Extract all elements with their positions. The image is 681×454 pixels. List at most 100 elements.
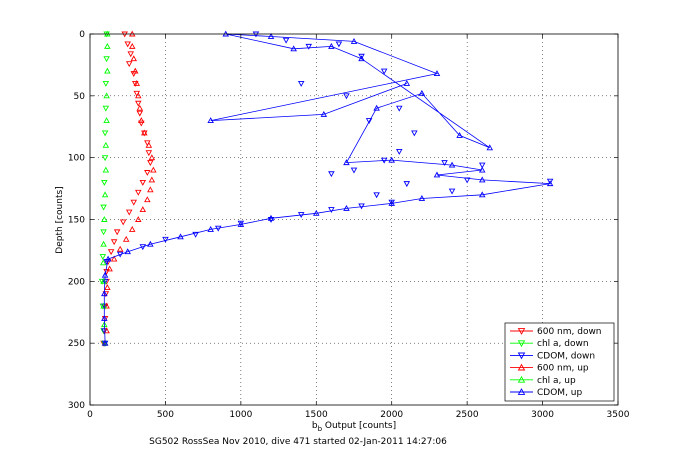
data-point [403, 181, 411, 188]
data-point [104, 42, 111, 49]
data-point [150, 166, 157, 173]
x-axis-label-main: b [312, 421, 318, 431]
data-point [418, 195, 426, 201]
data-point [478, 162, 486, 169]
data-point [102, 166, 110, 173]
data-point [104, 284, 111, 290]
data-point [131, 81, 139, 87]
data-point [138, 117, 145, 124]
x-tick-label: 3000 [531, 410, 554, 420]
data-point [441, 160, 448, 167]
data-point [145, 150, 153, 157]
y-tick-label: 300 [68, 401, 85, 411]
data-point [380, 68, 388, 75]
data-point [546, 178, 554, 185]
data-point [192, 231, 199, 238]
data-point [101, 155, 109, 162]
data-point [100, 302, 107, 309]
data-point [350, 37, 358, 44]
data-point [100, 229, 107, 236]
data-point [320, 110, 328, 117]
data-point [125, 61, 133, 68]
series-4 [100, 30, 111, 346]
data-point [411, 130, 418, 137]
data-point [456, 131, 463, 138]
y-tick-label: 0 [79, 30, 85, 40]
data-point [119, 219, 127, 226]
data-point [486, 144, 494, 151]
x-tick-label: 3500 [607, 410, 630, 420]
legend-label: CDOM, down [537, 351, 595, 361]
data-point [99, 254, 107, 261]
data-point [448, 161, 456, 168]
data-point [130, 199, 138, 206]
data-point [104, 67, 111, 74]
data-point [135, 216, 142, 222]
data-point [313, 209, 320, 216]
legend: 600 nm, down chl a, down CDOM, down 600 nm,… [504, 322, 615, 402]
data-point [139, 179, 147, 186]
data-point [388, 199, 395, 206]
data-point [124, 248, 131, 255]
data-point [144, 196, 151, 203]
legend-label: 600 nm, down [537, 327, 602, 337]
data-point [365, 118, 373, 124]
x-tick-label: 1000 [229, 410, 252, 420]
data-point [135, 189, 142, 196]
legend-marker [517, 340, 526, 348]
data-point [358, 203, 365, 210]
data-point [373, 104, 380, 111]
data-point [305, 43, 313, 50]
data-point [267, 33, 275, 39]
data-point [433, 171, 441, 178]
data-point [101, 216, 108, 222]
x-axis-label-subscript: b [318, 425, 323, 433]
data-point [358, 55, 365, 62]
data-point [103, 302, 110, 309]
data-point [335, 41, 343, 48]
data-point [328, 42, 335, 49]
data-point [388, 156, 395, 163]
axis-ticks: 0 500 1000 1500 2000 2500 3000 3500 0 50 100 150 200… [68, 30, 630, 420]
data-point [101, 339, 109, 346]
data-point [290, 45, 297, 52]
data-point [433, 70, 441, 77]
data-point [148, 154, 156, 161]
series-5 [101, 30, 554, 346]
legend-label: 600 nm, up [537, 364, 589, 374]
legend-marker [517, 328, 526, 335]
data-point [162, 236, 169, 243]
data-point [116, 245, 124, 252]
data-point [343, 159, 350, 166]
data-point [478, 166, 486, 173]
data-point [103, 92, 110, 99]
data-point [103, 117, 110, 124]
data-point [145, 141, 153, 148]
data-point [103, 56, 110, 63]
data-point [282, 37, 290, 44]
data-point [106, 265, 113, 272]
data-point [147, 186, 154, 193]
legend-box [504, 322, 615, 402]
data-point [104, 255, 112, 262]
data-point [101, 290, 108, 297]
data-point [107, 249, 115, 256]
data-point [478, 176, 486, 183]
data-point [139, 206, 147, 213]
data-point [131, 67, 139, 74]
x-tick-label: 2000 [380, 410, 403, 420]
data-point [100, 204, 107, 211]
legend-marker [517, 375, 526, 383]
data-point [267, 214, 275, 221]
data-point [141, 129, 148, 136]
y-tick-label: 100 [68, 154, 85, 164]
data-point [128, 42, 136, 49]
data-point [343, 93, 350, 100]
legend-label: chl a, down [537, 339, 589, 349]
data-point [102, 81, 110, 87]
data-point [395, 105, 403, 112]
data-point [147, 240, 154, 247]
data-point [136, 104, 144, 111]
legend-label: CDOM, up [537, 388, 582, 398]
x-axis-label-rest: Output [counts] [322, 421, 396, 431]
